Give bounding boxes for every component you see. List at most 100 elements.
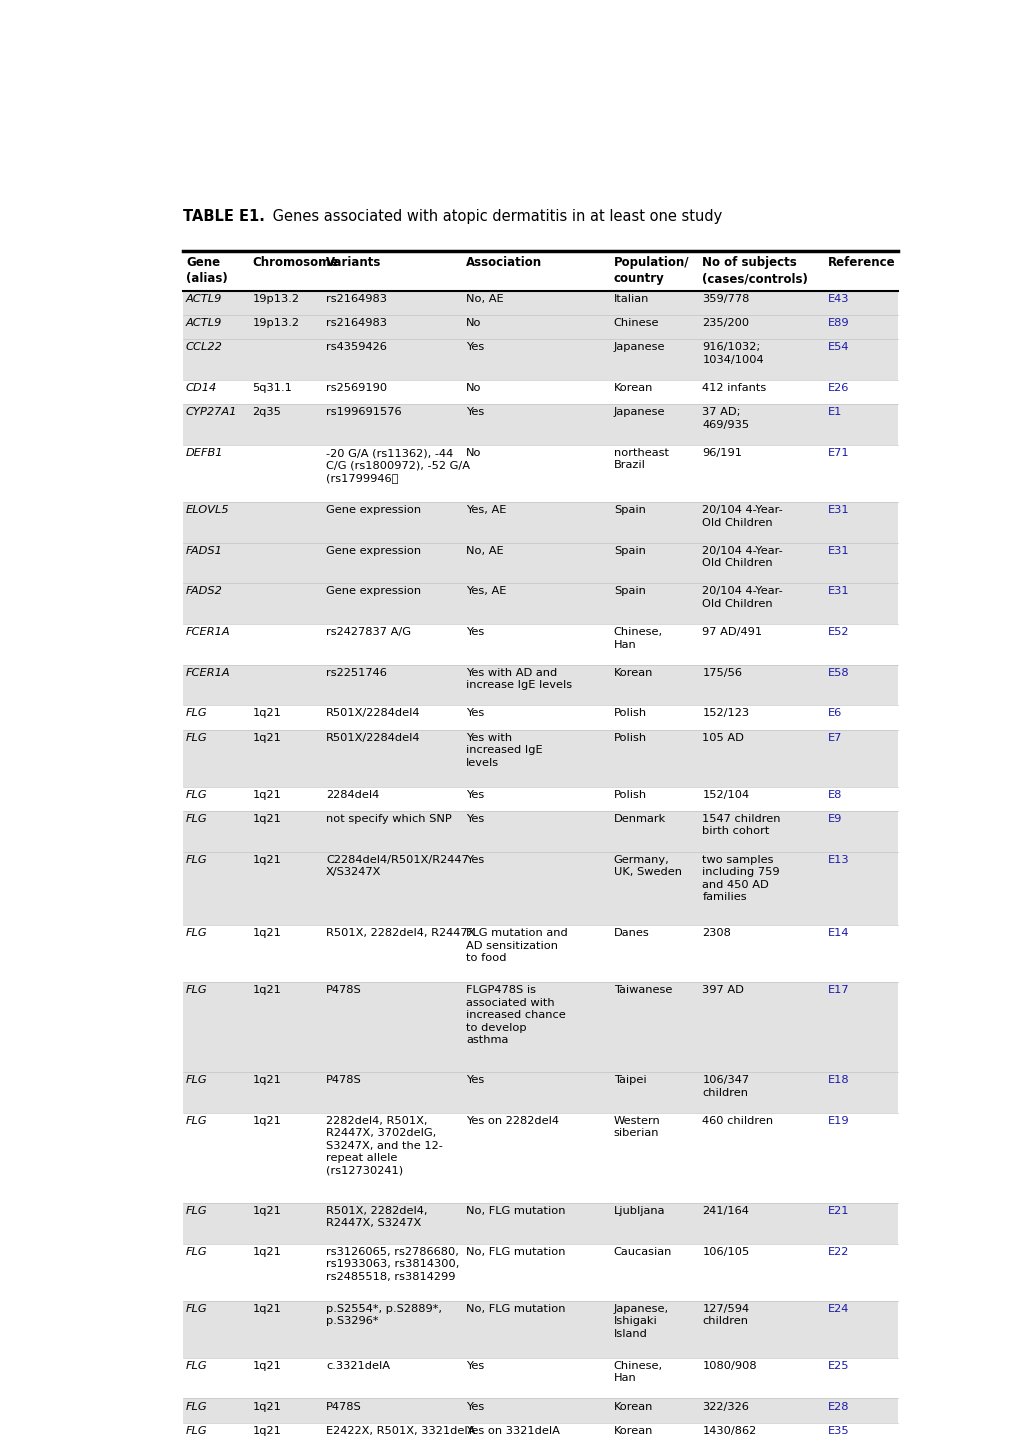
Text: E18: E18 xyxy=(826,1075,849,1085)
Bar xyxy=(182,1072,898,1113)
Bar xyxy=(182,811,898,851)
Text: TABLE E1.: TABLE E1. xyxy=(182,209,265,224)
Text: 1q21: 1q21 xyxy=(252,1304,281,1313)
Text: Polish: Polish xyxy=(613,733,646,743)
Bar xyxy=(182,983,898,1072)
Text: E7: E7 xyxy=(826,733,842,743)
Text: p.S2554*, p.S2889*,
p.S3296*: p.S2554*, p.S2889*, p.S3296* xyxy=(326,1304,441,1326)
Bar xyxy=(182,730,898,786)
Bar xyxy=(182,543,898,583)
Text: Yes on 3321delA: Yes on 3321delA xyxy=(466,1426,559,1436)
Text: not specify which SNP: not specify which SNP xyxy=(326,814,451,824)
Text: Spain: Spain xyxy=(613,505,645,515)
Text: E43: E43 xyxy=(826,294,848,304)
Text: Western
siberian: Western siberian xyxy=(613,1115,660,1139)
Text: FCER1A: FCER1A xyxy=(185,668,230,678)
Text: 1q21: 1q21 xyxy=(252,1115,281,1126)
Text: Association: Association xyxy=(466,257,542,270)
Text: 20/104 4-Year-
Old Children: 20/104 4-Year- Old Children xyxy=(701,586,783,609)
Bar xyxy=(182,1300,898,1358)
Text: Yes on 2282del4: Yes on 2282del4 xyxy=(466,1115,558,1126)
Text: 97 AD/491: 97 AD/491 xyxy=(701,628,761,638)
Text: Population/
country: Population/ country xyxy=(613,257,689,286)
Bar xyxy=(182,583,898,623)
Text: Yes: Yes xyxy=(466,789,484,799)
Text: No, AE: No, AE xyxy=(466,294,503,304)
Text: Yes: Yes xyxy=(466,814,484,824)
Text: Caucasian: Caucasian xyxy=(613,1247,672,1257)
Text: E52: E52 xyxy=(826,628,848,638)
Bar xyxy=(182,404,898,444)
Text: R501X/2284del4: R501X/2284del4 xyxy=(326,733,420,743)
Text: 1q21: 1q21 xyxy=(252,1247,281,1257)
Text: Taipei: Taipei xyxy=(613,1075,646,1085)
Text: Yes, AE: Yes, AE xyxy=(466,505,506,515)
Text: Gene expression: Gene expression xyxy=(326,505,421,515)
Text: No: No xyxy=(466,319,481,328)
Text: FLG: FLG xyxy=(185,854,208,864)
Text: 1q21: 1q21 xyxy=(252,709,281,719)
Bar xyxy=(182,339,898,380)
Text: Genes associated with atopic dermatitis in at least one study: Genes associated with atopic dermatitis … xyxy=(268,209,721,224)
Text: 1q21: 1q21 xyxy=(252,854,281,864)
Text: FADS1: FADS1 xyxy=(185,545,223,556)
Text: Yes with AD and
increase IgE levels: Yes with AD and increase IgE levels xyxy=(466,668,572,690)
Text: ELOVL5: ELOVL5 xyxy=(185,505,229,515)
Text: FCER1A: FCER1A xyxy=(185,628,230,638)
Text: c.3321delA: c.3321delA xyxy=(326,1361,389,1371)
Text: 1430/862: 1430/862 xyxy=(701,1426,756,1436)
Bar xyxy=(182,1398,898,1423)
Text: FLG: FLG xyxy=(185,733,208,743)
Text: DEFB1: DEFB1 xyxy=(185,447,223,457)
Text: FLG: FLG xyxy=(185,1304,208,1313)
Text: 106/105: 106/105 xyxy=(701,1247,749,1257)
Text: P478S: P478S xyxy=(326,1401,362,1411)
Bar xyxy=(182,1358,898,1398)
Text: No, FLG mutation: No, FLG mutation xyxy=(466,1304,566,1313)
Text: Korean: Korean xyxy=(613,1401,652,1411)
Bar xyxy=(182,851,898,925)
Text: E54: E54 xyxy=(826,342,848,352)
Text: E22: E22 xyxy=(826,1247,848,1257)
Text: 20/104 4-Year-
Old Children: 20/104 4-Year- Old Children xyxy=(701,505,783,528)
Bar xyxy=(182,315,898,339)
Text: 1q21: 1q21 xyxy=(252,1361,281,1371)
Text: FLG: FLG xyxy=(185,1206,208,1216)
Text: E19: E19 xyxy=(826,1115,849,1126)
Text: Yes: Yes xyxy=(466,1401,484,1411)
Text: 1080/908: 1080/908 xyxy=(701,1361,756,1371)
Text: 20/104 4-Year-
Old Children: 20/104 4-Year- Old Children xyxy=(701,545,783,569)
Text: rs2251746: rs2251746 xyxy=(326,668,386,678)
Text: C2284del4/R501X/R2447
X/S3247X: C2284del4/R501X/R2447 X/S3247X xyxy=(326,854,469,877)
Text: No: No xyxy=(466,447,481,457)
Text: Yes: Yes xyxy=(466,628,484,638)
Text: 96/191: 96/191 xyxy=(701,447,742,457)
Text: 322/326: 322/326 xyxy=(701,1401,748,1411)
Text: FLG: FLG xyxy=(185,1075,208,1085)
Text: 37 AD;
469/935: 37 AD; 469/935 xyxy=(701,407,749,430)
Text: 1547 children
birth cohort: 1547 children birth cohort xyxy=(701,814,780,837)
Text: Denmark: Denmark xyxy=(613,814,665,824)
Text: CD14: CD14 xyxy=(185,384,217,392)
Text: E28: E28 xyxy=(826,1401,848,1411)
Text: E25: E25 xyxy=(826,1361,848,1371)
Text: Variants: Variants xyxy=(326,257,381,270)
Text: P478S: P478S xyxy=(326,986,362,996)
Text: northeast
Brazil: northeast Brazil xyxy=(613,447,668,470)
Text: E2422X, R501X, 3321delA: E2422X, R501X, 3321delA xyxy=(326,1426,475,1436)
Text: E31: E31 xyxy=(826,505,849,515)
Text: 397 AD: 397 AD xyxy=(701,986,744,996)
Text: 916/1032;
1034/1004: 916/1032; 1034/1004 xyxy=(701,342,763,365)
Text: Polish: Polish xyxy=(613,709,646,719)
Text: Yes: Yes xyxy=(466,407,484,417)
Bar xyxy=(182,1244,898,1300)
Text: 412 infants: 412 infants xyxy=(701,384,765,392)
Text: Italian: Italian xyxy=(613,294,648,304)
Text: E35: E35 xyxy=(826,1426,849,1436)
Bar xyxy=(182,786,898,811)
Text: Germany,
UK, Sweden: Germany, UK, Sweden xyxy=(613,854,681,877)
Text: Japanese: Japanese xyxy=(613,407,664,417)
Text: R501X/2284del4: R501X/2284del4 xyxy=(326,709,420,719)
Text: E1: E1 xyxy=(826,407,842,417)
Text: 152/123: 152/123 xyxy=(701,709,749,719)
